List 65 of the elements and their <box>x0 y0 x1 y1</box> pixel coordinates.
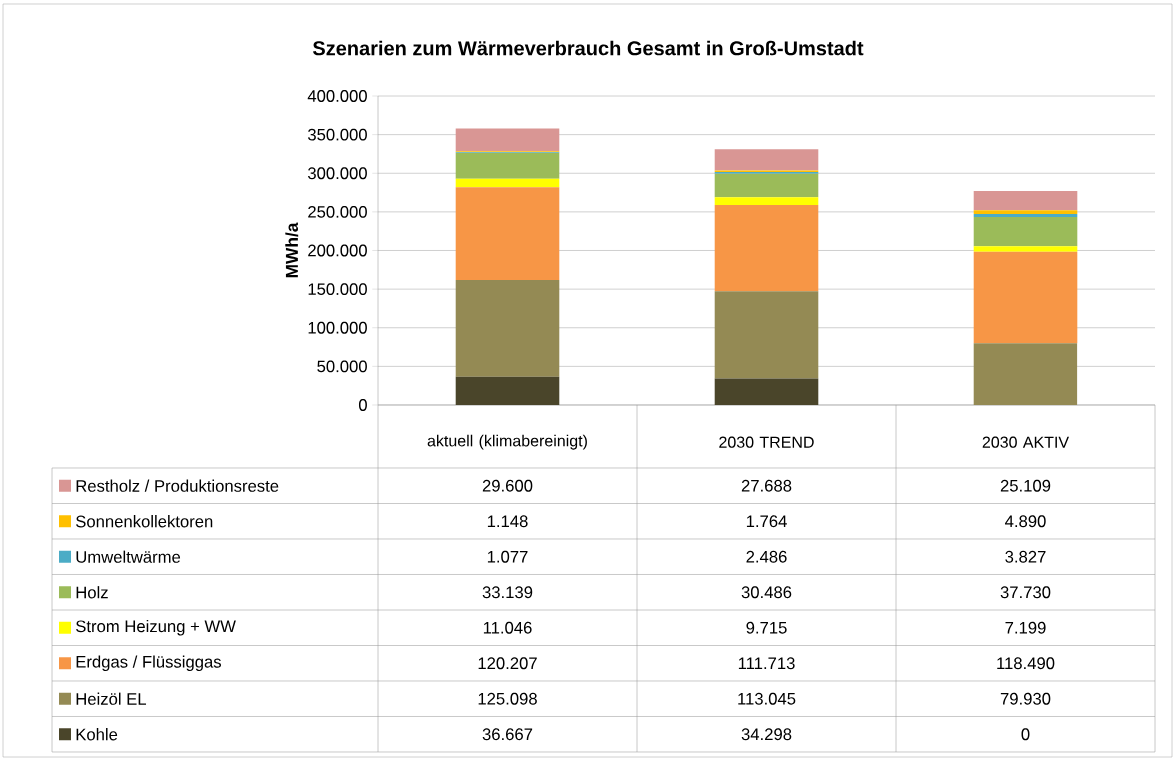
data-label: 1.148 <box>487 515 528 528</box>
data-label: 125.098 <box>478 692 537 705</box>
x-tick-label: 2030 TREND <box>719 436 814 448</box>
data-label: 4.890 <box>1005 515 1046 528</box>
legend-label: Strom Heizung + WW <box>76 619 236 636</box>
bar <box>973 217 1078 247</box>
data-label: 29.600 <box>482 479 533 492</box>
x-tick-label: 2030 AKTIV <box>982 436 1070 448</box>
chart-title: Szenarien zum Wärmeverbrauch Gesamt in Groß-Umstadt <box>312 40 864 56</box>
bar <box>973 343 1078 405</box>
bar <box>973 214 1078 218</box>
data-label: 7.199 <box>1005 621 1046 634</box>
data-label: 11.046 <box>483 621 532 634</box>
data-label: 111.713 <box>738 657 795 670</box>
data-label: 1.764 <box>746 515 787 528</box>
data-label: 1.077 <box>487 550 528 563</box>
data-label: 0 <box>1021 728 1030 741</box>
y-tick-label: 50.000 <box>317 360 367 373</box>
bar <box>455 187 560 281</box>
data-label: 33.139 <box>482 586 533 599</box>
y-tick-label: 200.000 <box>308 244 367 257</box>
data-label: 37.730 <box>1000 586 1051 599</box>
data-label: 113.045 <box>738 692 796 705</box>
data-label: 120.207 <box>478 657 537 670</box>
y-tick-label: 100.000 <box>308 321 367 334</box>
y-tick-label: 350.000 <box>307 128 367 141</box>
bar <box>455 153 560 179</box>
y-tick-label: 150.000 <box>308 283 367 296</box>
data-label: 34.298 <box>741 728 792 741</box>
y-tick-label: 400.000 <box>307 90 367 102</box>
legend-label: Holz <box>76 586 108 599</box>
x-tick-label: aktuell (klimabereinigt) <box>427 434 587 450</box>
bar <box>973 251 1078 344</box>
data-label: 9.715 <box>746 621 787 634</box>
bar <box>973 190 1078 211</box>
bar <box>455 376 560 405</box>
bar <box>714 378 819 405</box>
bar <box>973 210 1078 215</box>
y-tick-label: 250.000 <box>308 205 367 218</box>
bar <box>714 291 819 379</box>
bar <box>714 149 819 171</box>
data-label: 118.490 <box>997 657 1055 670</box>
bar <box>714 204 819 292</box>
data-label: 2.486 <box>746 550 787 563</box>
data-label: 25.109 <box>1000 479 1051 492</box>
legend-label: Umweltwärme <box>76 550 181 563</box>
bar <box>455 280 560 377</box>
y-tick-label: 300.000 <box>307 167 367 180</box>
y-axis-title: MWh/a <box>285 222 299 278</box>
y-tick-label: 0 <box>358 399 367 411</box>
data-label: 36.667 <box>482 728 533 741</box>
legend-label: Sonnenkollektoren <box>76 515 213 528</box>
bar <box>714 173 819 198</box>
legend-label: Heizöl EL <box>76 692 147 705</box>
legend-label: Erdgas / Flüssiggas <box>76 655 222 672</box>
legend-label: Restholz / Produktionsreste <box>76 479 279 492</box>
bar <box>455 128 560 152</box>
bar <box>714 197 819 205</box>
data-label: 30.486 <box>741 586 792 599</box>
bar <box>973 246 1078 252</box>
bar <box>455 178 560 188</box>
legend-label: Kohle <box>76 728 118 741</box>
data-label: 27.688 <box>741 479 792 492</box>
data-label: 3.827 <box>1005 550 1046 563</box>
data-label: 79.930 <box>1000 692 1051 705</box>
